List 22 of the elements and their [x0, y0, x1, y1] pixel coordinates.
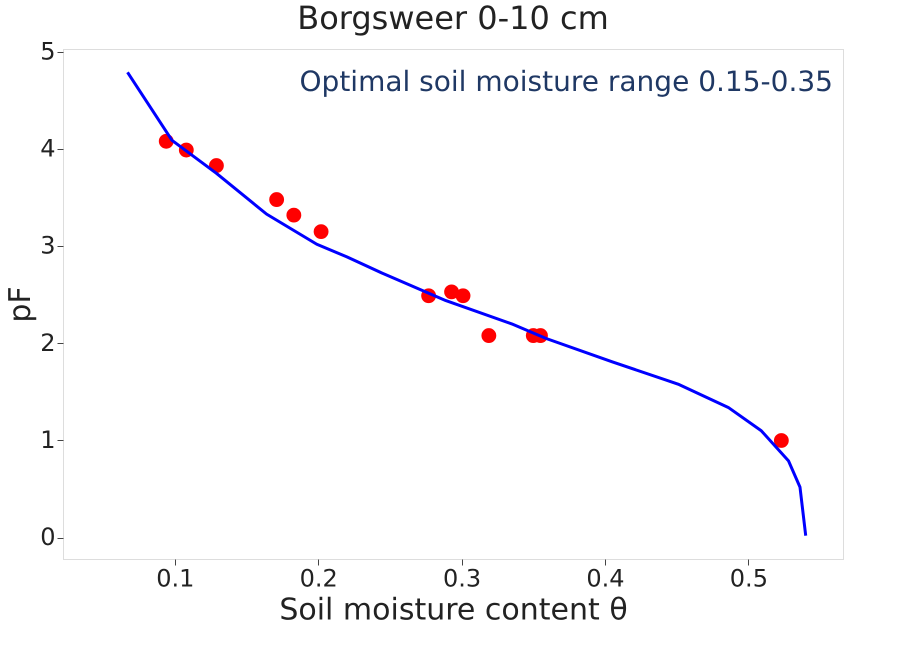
annotation: Optimal soil moisture range 0.15-0.35 — [300, 65, 833, 98]
y-tick-label: 0 — [40, 523, 56, 552]
x-tick-label: 0.1 — [156, 564, 194, 592]
x-tick-label: 0.2 — [300, 564, 338, 592]
point — [774, 433, 789, 448]
y-tick-label: 2 — [40, 328, 56, 357]
point — [314, 224, 329, 240]
point — [269, 192, 284, 207]
y-tick-label: 3 — [40, 232, 56, 260]
y-tick-label: 4 — [40, 134, 56, 163]
point — [286, 208, 302, 223]
x-tick-label: 0.3 — [443, 564, 482, 592]
point — [456, 288, 470, 304]
chart-title: Borgsweer 0-10 cm — [297, 0, 609, 37]
y-tick-label: 5 — [40, 37, 56, 66]
point — [481, 328, 496, 343]
point — [444, 284, 459, 300]
y-tick-label: 1 — [40, 426, 56, 454]
x-tick-label: 0.5 — [730, 564, 768, 592]
y-axis-title: pF — [3, 286, 38, 323]
x-axis-title: Soil moisture content θ — [279, 592, 628, 628]
x-tick-label: 0.4 — [586, 564, 625, 592]
